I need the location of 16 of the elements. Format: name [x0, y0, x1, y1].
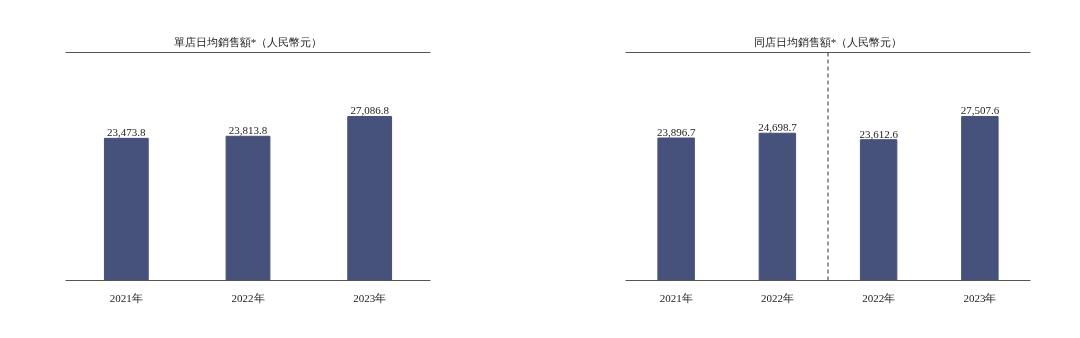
x-tick-label: 2021年: [109, 291, 143, 304]
x-tick-label: 2022年: [862, 291, 896, 304]
data-label: 23,473.8: [107, 126, 147, 139]
data-label: 23,813.8: [228, 124, 268, 137]
data-label: 27,086.8: [350, 104, 390, 117]
x-tick-label: 2023年: [963, 291, 997, 304]
chart-title: 單店日均銷售額*（人民幣元）: [173, 35, 323, 48]
chart-title: 同店日均銷售額*（人民幣元）: [753, 35, 903, 48]
data-label: 23,896.7: [656, 126, 696, 138]
x-tick-label: 2022年: [760, 291, 794, 304]
data-label: 23,612.6: [859, 127, 899, 140]
data-label: 24,698.7: [758, 121, 798, 134]
x-tick-label: 2023年: [353, 291, 387, 304]
data-label: 27,507.6: [960, 104, 1000, 117]
x-tick-label: 2022年: [231, 291, 265, 304]
x-tick-label: 2021年: [659, 291, 693, 304]
